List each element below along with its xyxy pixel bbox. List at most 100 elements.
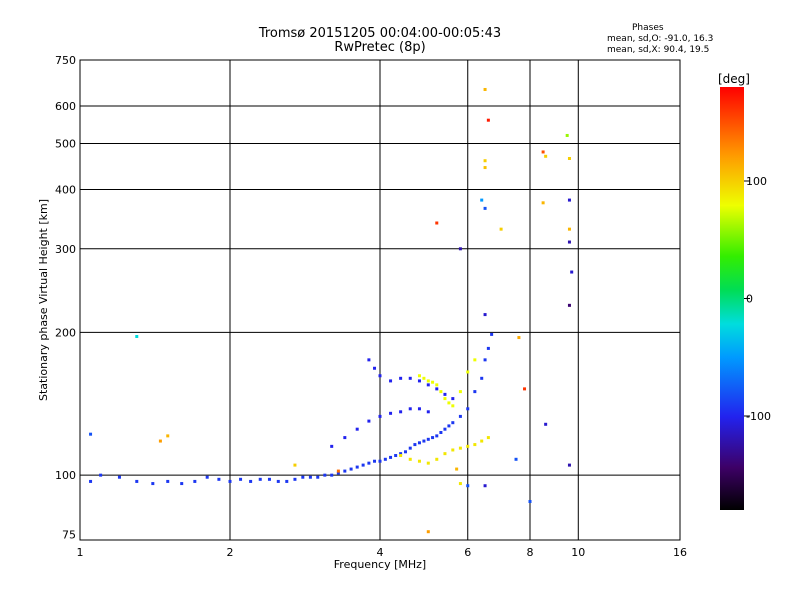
echo-point: [158, 439, 162, 443]
echo-point: [466, 370, 470, 374]
echo-point: [473, 443, 477, 447]
echo-point: [330, 444, 334, 448]
echo-point: [439, 390, 443, 394]
echo-point: [422, 376, 426, 380]
echo-point: [293, 463, 297, 467]
echo-point: [135, 335, 139, 339]
colorbar-tick-label: 0: [746, 293, 753, 306]
echo-point: [528, 499, 532, 503]
x-tick-label: 2: [227, 546, 234, 559]
echo-point: [276, 479, 280, 483]
echo-point: [451, 421, 455, 425]
echo-point: [483, 87, 487, 91]
echo-point: [89, 479, 93, 483]
echo-point: [239, 477, 243, 481]
echo-point: [151, 482, 155, 486]
echo-point: [567, 156, 571, 160]
echo-point: [367, 461, 371, 465]
colorbar: [720, 87, 744, 510]
echo-point: [399, 376, 403, 380]
echo-point: [413, 443, 417, 447]
echo-point: [483, 166, 487, 170]
echo-point: [249, 479, 253, 483]
echo-point: [473, 358, 477, 362]
echo-point: [389, 411, 393, 415]
echo-point: [426, 437, 430, 441]
phase-stats-x-mode: mean, sd,X: 90.4, 19.5: [607, 45, 710, 55]
echo-point: [451, 397, 455, 401]
echo-point: [443, 392, 447, 396]
echo-point: [431, 436, 435, 440]
echo-point: [514, 457, 518, 461]
echo-point: [458, 446, 462, 450]
echo-point: [285, 479, 289, 483]
echo-point: [258, 477, 262, 481]
echo-point: [544, 154, 548, 158]
echo-point: [483, 206, 487, 210]
echo-point: [567, 198, 571, 202]
echo-point: [480, 376, 484, 380]
echo-point: [439, 431, 443, 435]
echo-point: [389, 455, 393, 459]
echo-point: [417, 379, 421, 383]
echo-point: [394, 454, 398, 458]
echo-point: [435, 434, 439, 438]
echo-point: [378, 414, 382, 418]
echo-point: [426, 461, 430, 465]
echo-point: [447, 401, 451, 405]
echo-point: [443, 427, 447, 431]
echo-point: [567, 240, 571, 244]
y-axis-label: Stationary phase Virtual Height [km]: [37, 199, 50, 401]
echo-point: [336, 471, 340, 475]
echo-point: [408, 376, 412, 380]
echo-point: [99, 473, 103, 477]
echo-point: [458, 390, 462, 394]
echo-point: [180, 482, 184, 486]
echo-point: [293, 477, 297, 481]
echo-point: [567, 227, 571, 231]
echo-point: [480, 439, 484, 443]
echo-point: [486, 436, 490, 440]
echo-point: [422, 439, 426, 443]
echo-point: [166, 434, 170, 438]
echo-point: [308, 475, 312, 479]
echo-point: [403, 450, 407, 454]
echo-point: [431, 380, 435, 384]
echo-point: [499, 227, 503, 231]
echo-point: [417, 407, 421, 411]
colorbar-tick-label: 100: [746, 175, 767, 188]
echo-point: [490, 332, 494, 336]
echo-point: [343, 436, 347, 440]
y-tick-label: 200: [55, 326, 76, 339]
colorbar-unit-label: [deg]: [718, 72, 750, 86]
echo-point: [408, 457, 412, 461]
chart-title: Tromsø 20151205 00:04:00-00:05:43: [258, 26, 502, 41]
echo-point: [417, 441, 421, 445]
echo-point: [205, 475, 209, 479]
echo-point: [466, 444, 470, 448]
echo-point: [486, 118, 490, 122]
phase-stats-heading: Phases: [632, 23, 664, 33]
echo-point: [408, 407, 412, 411]
echo-point: [435, 387, 439, 391]
echo-point: [458, 482, 462, 486]
echo-point: [301, 475, 305, 479]
echo-point: [523, 387, 527, 391]
echo-point: [451, 448, 455, 452]
echo-point: [544, 422, 548, 426]
echo-point: [517, 336, 521, 340]
echo-point: [447, 424, 451, 428]
x-tick-label: 6: [464, 546, 471, 559]
echo-point: [378, 459, 382, 463]
y-tick-label: 600: [55, 100, 76, 113]
echo-point: [426, 530, 430, 534]
x-tick-label: 16: [673, 546, 687, 559]
echo-point: [343, 469, 347, 473]
y-tick-label: 75: [62, 528, 76, 541]
echo-point: [435, 457, 439, 461]
y-tick-label: 100: [55, 469, 76, 482]
echo-point: [117, 475, 121, 479]
echo-point: [473, 390, 477, 394]
echo-point: [480, 198, 484, 202]
